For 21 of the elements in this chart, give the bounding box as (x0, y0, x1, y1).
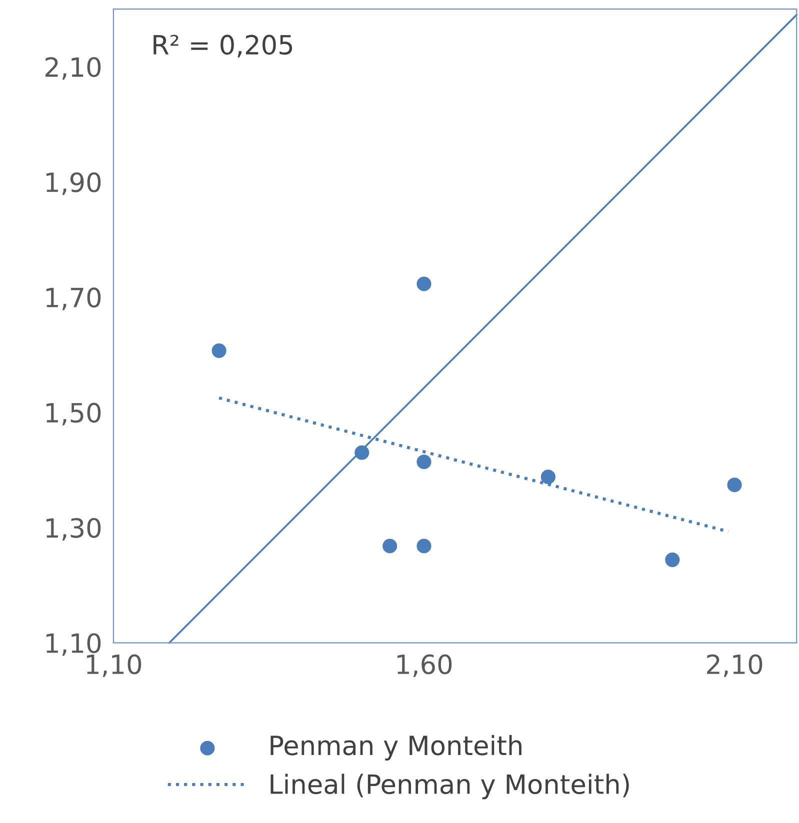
y-tick-label: 1,30 (46, 518, 101, 541)
y-tick-label: 1,90 (46, 172, 101, 195)
annotation: R² = 0,205 (154, 34, 292, 58)
point (212, 343, 226, 358)
x-tick-label: 1,60 (398, 654, 452, 677)
point (665, 552, 680, 568)
point (416, 538, 432, 554)
y-tick-label: 1,50 (46, 402, 101, 426)
point (416, 276, 432, 292)
y-tick-label: 2,10 (46, 57, 101, 80)
y-tick-label: 1,10 (46, 633, 101, 656)
x-tick-label: 2,10 (707, 654, 762, 677)
point (540, 470, 556, 484)
point (727, 478, 742, 492)
legend-label: Penman y Monteith (270, 734, 522, 761)
x-tick-label: 1,10 (86, 654, 142, 677)
point (354, 445, 370, 460)
y-tick-label: 1,70 (46, 288, 101, 310)
point (416, 454, 432, 470)
point (382, 538, 398, 554)
legend-label: Lineal (Penman y Monteith) (270, 774, 629, 800)
